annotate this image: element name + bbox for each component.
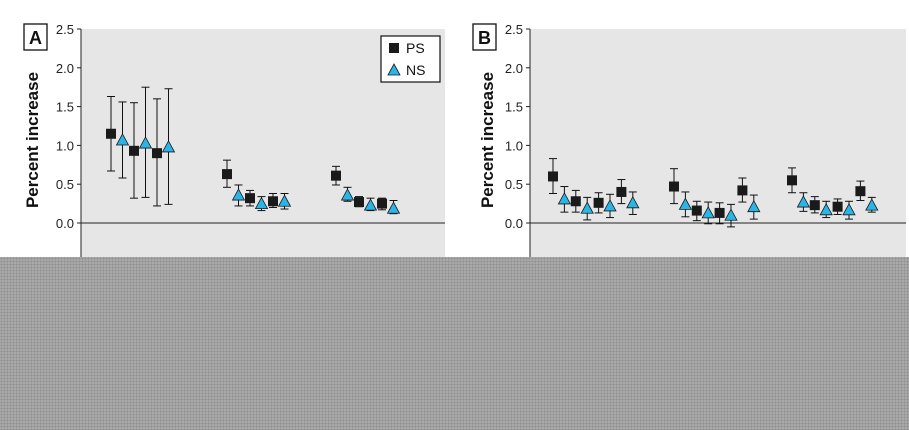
ps-point (714, 207, 725, 218)
y-tick-label: 1.5 (505, 100, 523, 115)
panel-letter: A (29, 28, 42, 48)
y-tick-label: 1.0 (56, 138, 74, 153)
ps-point (106, 128, 116, 139)
legend-label: NS (406, 62, 425, 78)
ns-point (138, 136, 153, 149)
ps-point (593, 197, 604, 208)
ps-point (669, 181, 679, 192)
ns-point (254, 196, 269, 210)
legend-ns-marker (387, 63, 401, 76)
ns-point (340, 188, 355, 201)
y-tick-label: 2.5 (56, 22, 74, 37)
ps-point (245, 193, 255, 204)
ns-point (386, 201, 401, 214)
y-tick-label: 2.5 (505, 22, 523, 37)
y-tick-label: 2.0 (56, 61, 74, 76)
plot-area-b (530, 29, 906, 260)
y-tick-label: 0.0 (505, 216, 523, 231)
ps-point (129, 145, 139, 156)
ns-point (842, 202, 856, 216)
ns-point (865, 198, 879, 211)
y-tick-label: 0.5 (56, 177, 74, 192)
y-axis-label: Percent increase (23, 72, 42, 208)
ps-point (152, 148, 162, 159)
ps-point (855, 186, 866, 197)
panel-b: 2.5 2.0 1.5 1.0 0.5 0.0 Percent increase B (472, 22, 906, 260)
legend: PS NS (380, 35, 441, 83)
ns-point (557, 192, 572, 205)
ns-point (819, 202, 833, 216)
ps-point (354, 197, 364, 208)
ps-point (616, 186, 627, 197)
ps-point (570, 196, 581, 207)
y-tick-label: 1.5 (56, 100, 74, 115)
ns-point (747, 199, 761, 213)
panel-a: 2.5 2.0 1.5 1.0 0.5 0.0 Percent increase A PS NS (23, 22, 445, 260)
legend-ps-marker (389, 43, 399, 53)
ps-point (222, 169, 232, 180)
y-tick-label: 0.0 (56, 216, 74, 231)
ns-point (115, 133, 130, 146)
ns-point (626, 195, 640, 209)
ns-point (580, 201, 594, 214)
ps-point (809, 200, 820, 211)
legend-label: PS (406, 40, 425, 56)
ns-point (724, 208, 738, 221)
ps-point (331, 170, 341, 181)
ps-point (691, 205, 702, 216)
panel-letter: B (478, 28, 491, 48)
y-tick-label: 2.0 (505, 61, 523, 76)
ns-point (678, 197, 693, 210)
ps-point (268, 196, 278, 207)
ns-point (277, 194, 292, 207)
ns-point (603, 199, 617, 212)
panel-letter-box (23, 23, 48, 51)
ps-point (832, 201, 843, 212)
ps-point (787, 175, 797, 186)
ns-point (701, 206, 715, 219)
ps-point (737, 185, 748, 196)
y-tick-label: 1.0 (505, 138, 523, 153)
redacted-region (0, 257, 909, 430)
ps-point (377, 198, 387, 209)
ps-point (548, 171, 558, 182)
ns-point (161, 140, 176, 153)
ns-point (231, 188, 246, 201)
panel-letter-box (472, 23, 497, 51)
y-axis-label: Percent increase (478, 72, 497, 208)
ns-point (363, 198, 378, 211)
ns-point (796, 195, 811, 208)
y-tick-label: 0.5 (505, 177, 523, 192)
